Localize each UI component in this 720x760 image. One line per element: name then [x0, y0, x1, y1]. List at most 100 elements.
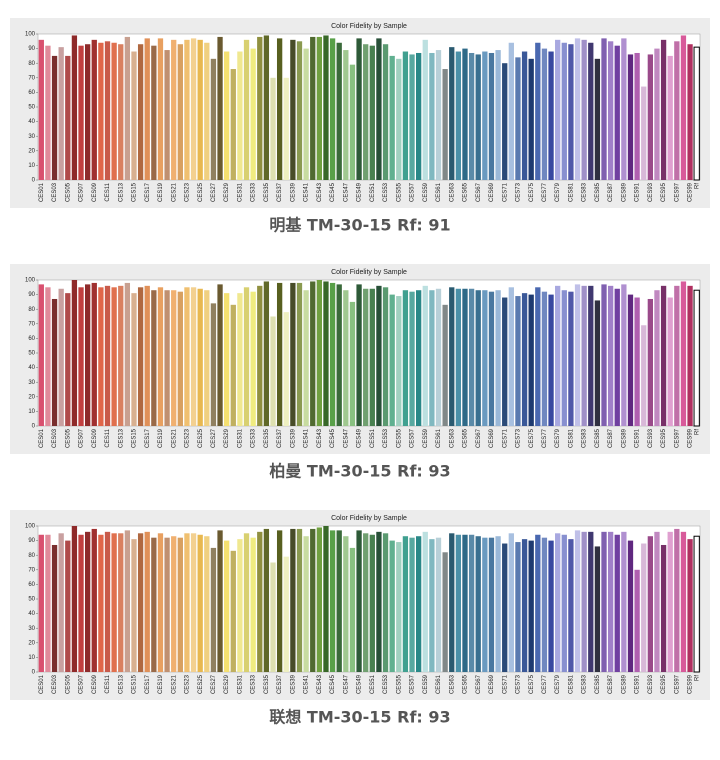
- x-tick-label: CES79: [555, 428, 561, 448]
- bar: [157, 533, 164, 672]
- y-tick-label: 50: [28, 351, 35, 357]
- bar: [85, 531, 91, 672]
- y-tick-label: 40: [28, 119, 35, 125]
- y-tick-label: 90: [28, 292, 35, 298]
- bar: [621, 284, 627, 426]
- bar: [204, 290, 210, 426]
- x-tick-label: CES57: [410, 674, 416, 694]
- x-tick-label: CES53: [383, 674, 389, 694]
- bar: [217, 530, 223, 672]
- y-tick-label: 30: [28, 380, 35, 386]
- bar: [660, 39, 667, 181]
- x-tick-label: CES87: [608, 182, 614, 202]
- x-tick-label: CES69: [489, 182, 495, 202]
- y-tick-label: 60: [28, 336, 35, 342]
- x-tick-label: CES47: [343, 428, 349, 448]
- x-tick-label: CES53: [383, 182, 389, 202]
- bar: [495, 536, 501, 672]
- chart-caption: 柏曼 TM-30-15 Rf: 93: [269, 462, 450, 481]
- bar: [389, 55, 395, 180]
- bar: [270, 316, 276, 426]
- x-tick-label: CES25: [198, 674, 204, 694]
- bar: [568, 44, 574, 180]
- bar: [667, 55, 673, 180]
- y-tick-label: 100: [25, 524, 36, 530]
- bar: [581, 39, 587, 181]
- bar: [693, 289, 700, 427]
- x-tick-label: CES51: [370, 674, 376, 694]
- x-tick-label: CES77: [542, 182, 548, 202]
- bar: [111, 533, 117, 672]
- chart-title: Color Fidelity by Sample: [331, 269, 407, 276]
- bar: [144, 38, 150, 180]
- bar: [78, 287, 84, 426]
- x-tick-label: CES45: [330, 182, 336, 202]
- bar: [627, 294, 634, 426]
- bar: [693, 46, 700, 181]
- bar: [356, 530, 362, 672]
- bar: [329, 530, 336, 672]
- x-tick-label: CES67: [476, 674, 482, 694]
- bar: [449, 47, 455, 180]
- x-tick-label: CES09: [92, 428, 98, 448]
- bar: [197, 534, 203, 672]
- y-tick-label: 60: [28, 582, 35, 588]
- bar: [177, 291, 183, 426]
- bar: [515, 57, 521, 180]
- bar: [250, 48, 256, 180]
- bar: [257, 531, 263, 672]
- x-tick-label: CES99: [688, 674, 694, 694]
- bar: [98, 534, 104, 672]
- bar: [157, 287, 164, 426]
- x-tick-label: CES59: [423, 182, 429, 202]
- bar: [257, 36, 263, 180]
- bar: [184, 39, 190, 181]
- bar: [561, 534, 567, 672]
- bar: [594, 300, 601, 426]
- x-tick-label: CES27: [211, 182, 217, 202]
- x-tick-label: CES55: [396, 182, 402, 202]
- bar: [349, 64, 356, 180]
- bar: [124, 282, 131, 426]
- y-tick-label: 10: [28, 163, 35, 169]
- bar: [369, 288, 375, 426]
- x-tick-label: CES19: [158, 428, 164, 448]
- bar: [71, 526, 78, 672]
- bar: [607, 41, 614, 180]
- plot-area: [37, 33, 701, 181]
- bar: [276, 282, 283, 426]
- x-tick-label: CES41: [304, 674, 310, 694]
- y-tick-label: 70: [28, 321, 35, 327]
- bar: [416, 290, 422, 426]
- bar: [541, 537, 548, 672]
- bar: [85, 44, 91, 180]
- y-tick-label: 20: [28, 148, 35, 154]
- bar: [217, 36, 223, 180]
- x-tick-label: CES39: [290, 674, 296, 694]
- x-tick-label: CES31: [237, 674, 243, 694]
- bar: [422, 285, 428, 426]
- bar: [435, 288, 442, 426]
- bar: [250, 291, 256, 426]
- bar: [396, 296, 402, 426]
- bar: [654, 48, 660, 180]
- bar: [607, 285, 614, 426]
- x-tick-label: CES75: [529, 674, 535, 694]
- bar: [541, 48, 548, 180]
- y-tick-label: 20: [28, 640, 35, 646]
- bar: [363, 44, 369, 180]
- bar: [243, 533, 250, 672]
- bar: [594, 546, 601, 672]
- bar: [382, 533, 389, 672]
- bar: [535, 42, 541, 181]
- bar: [674, 528, 680, 672]
- bar: [693, 535, 700, 673]
- y-tick-label: 30: [28, 626, 35, 632]
- bar: [323, 35, 329, 181]
- x-tick-label: CES33: [251, 182, 257, 202]
- bar: [190, 287, 197, 426]
- x-tick-label: CES85: [595, 182, 601, 202]
- x-tick-label: CES41: [304, 182, 310, 202]
- x-tick-label: CES97: [674, 674, 680, 694]
